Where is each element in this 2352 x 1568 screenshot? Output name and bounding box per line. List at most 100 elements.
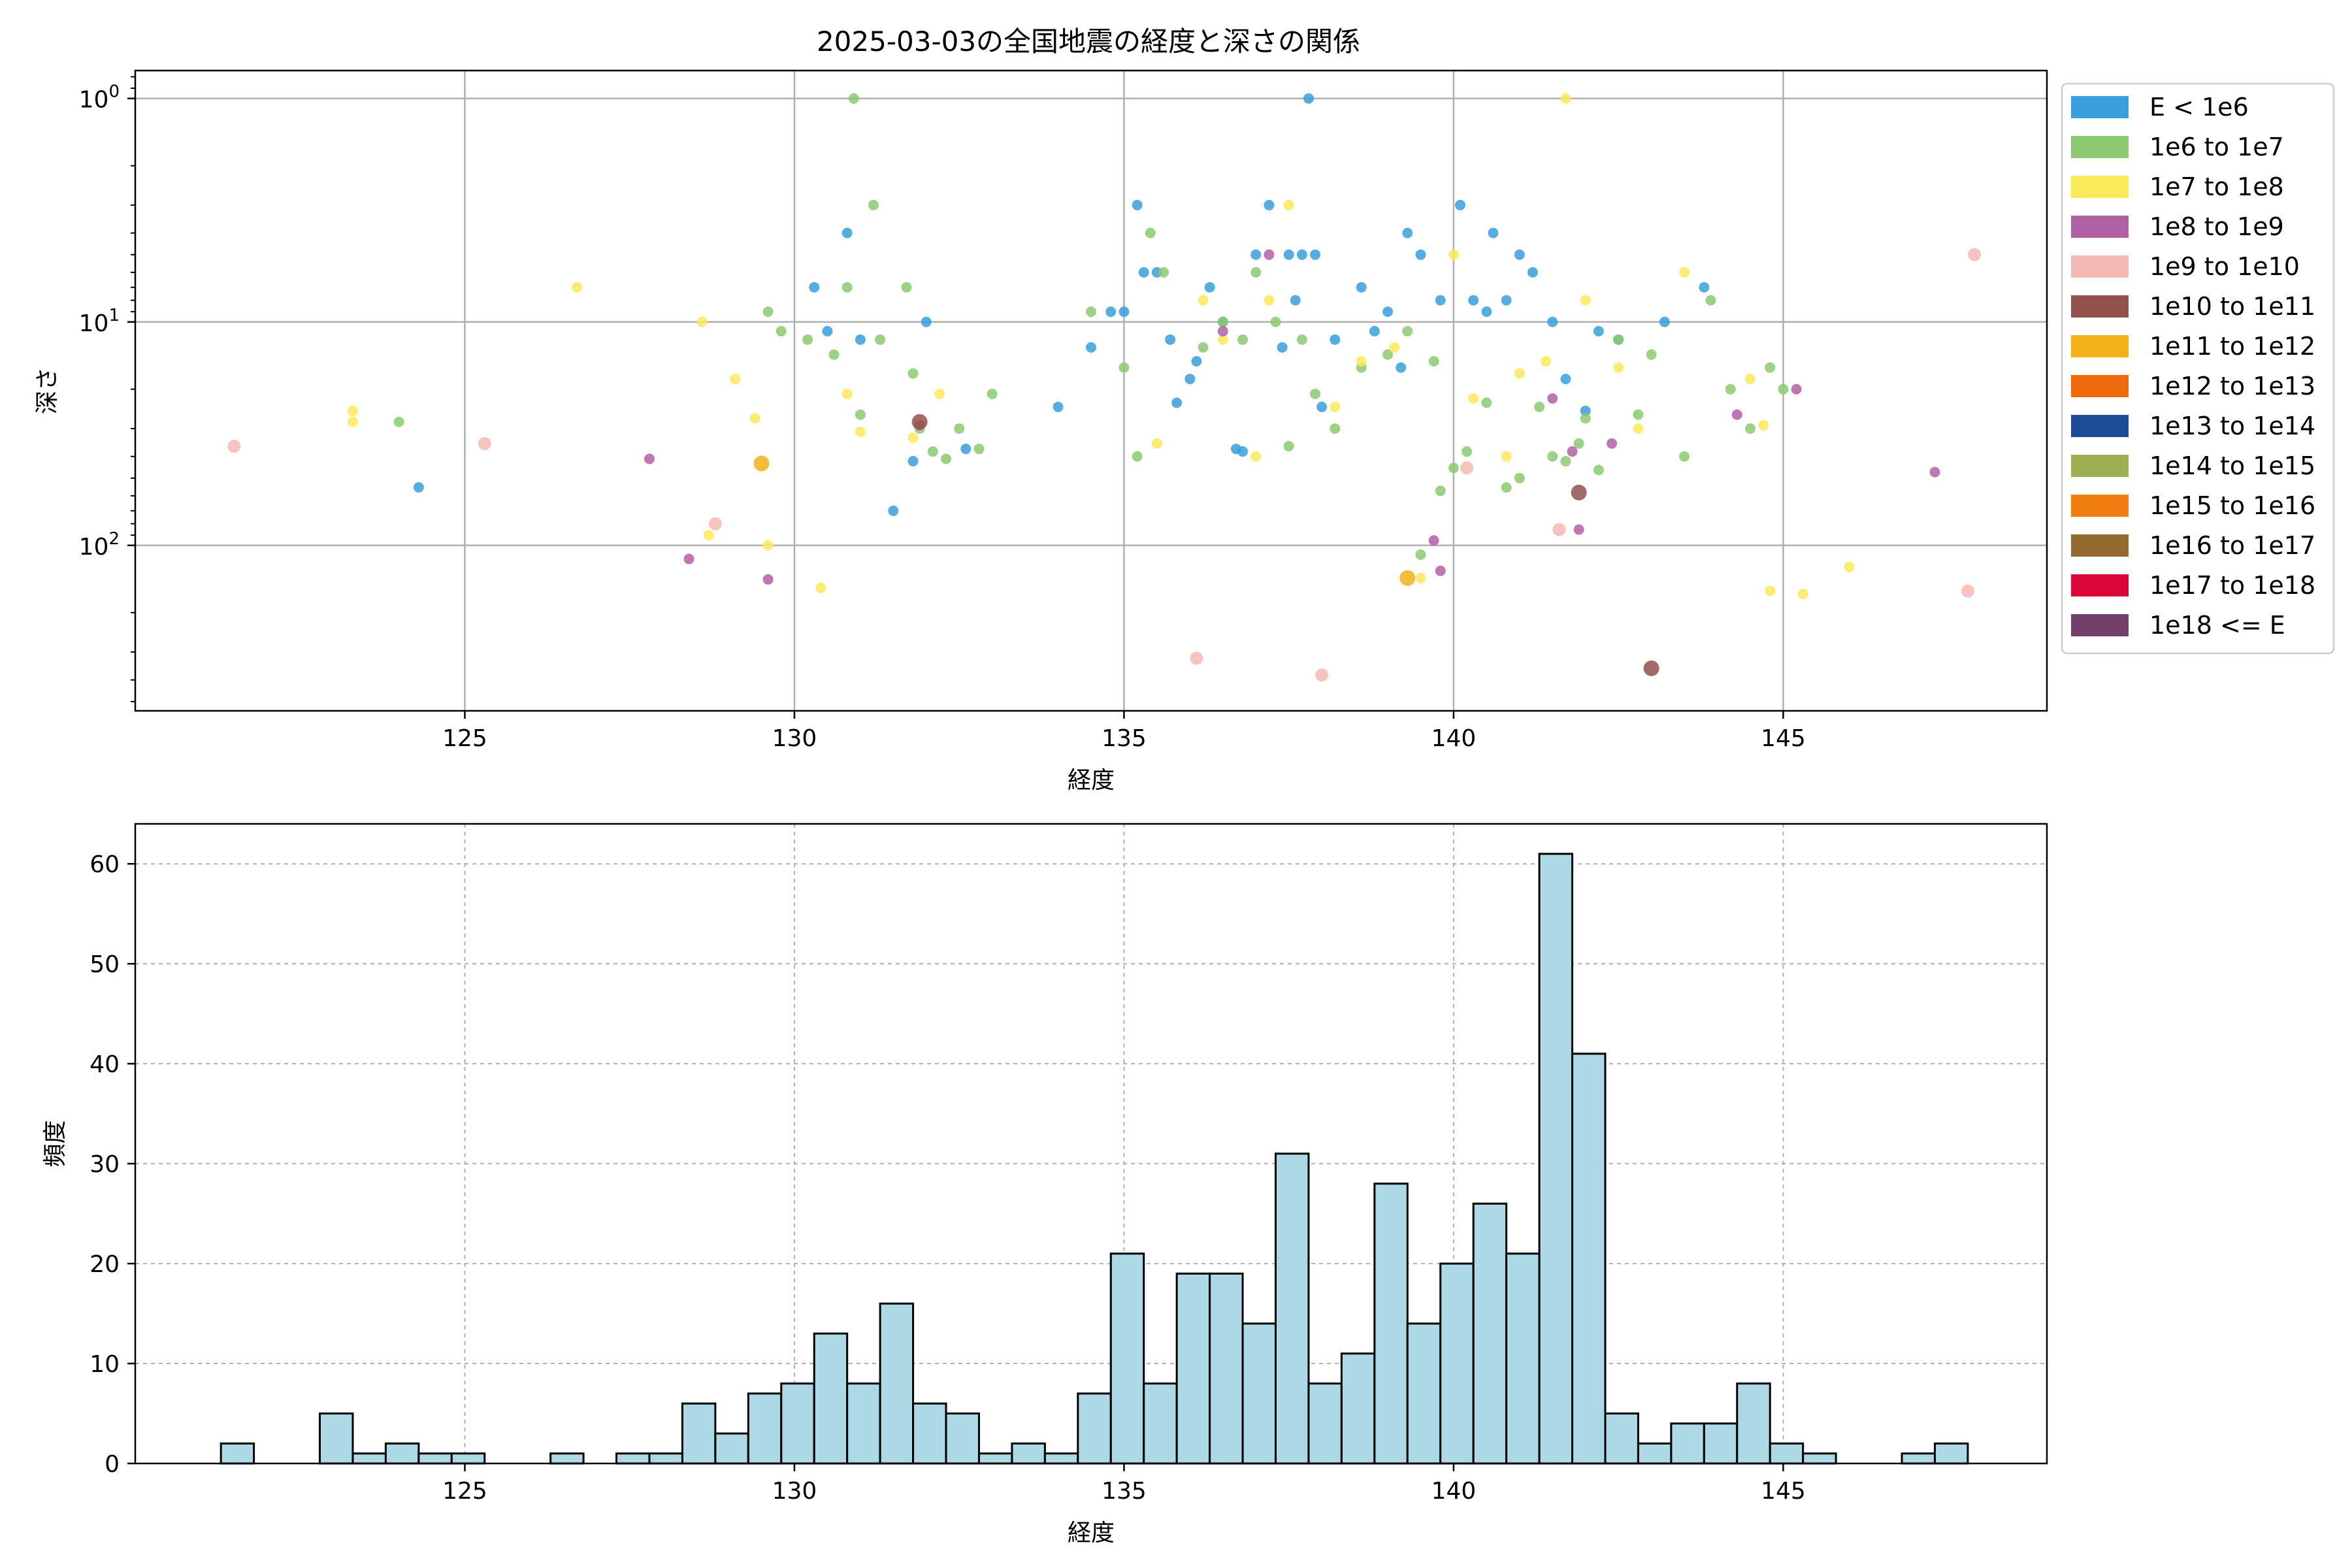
scatter-point — [776, 325, 787, 336]
scatter-point — [1296, 249, 1307, 260]
histogram-bar — [813, 1332, 849, 1465]
scatter-point — [1399, 570, 1416, 586]
scatter-point — [1961, 584, 1974, 598]
legend-label: E < 1e6 — [2149, 93, 2249, 122]
scatter-point — [1514, 368, 1525, 379]
histogram-bar — [1637, 1442, 1673, 1465]
histogram-bar — [319, 1413, 354, 1465]
scatter-point — [1435, 565, 1446, 576]
legend-label: 1e7 to 1e8 — [2149, 172, 2284, 201]
scatter-point — [1277, 342, 1288, 353]
scatter-point — [1929, 466, 1940, 478]
scatter-point — [802, 334, 813, 345]
scatter-point — [1460, 461, 1474, 475]
scatter-point — [1547, 316, 1558, 327]
scatter-point — [1643, 660, 1659, 676]
legend-label: 1e6 to 1e7 — [2149, 133, 2284, 161]
scatter-point — [1119, 306, 1130, 318]
x-tick-label: 140 — [1431, 1478, 1477, 1505]
scatter-point — [478, 436, 491, 450]
histogram-bar — [1307, 1382, 1343, 1465]
histogram-bar — [450, 1452, 486, 1465]
scatter-point — [1283, 249, 1294, 260]
scatter-point — [1593, 325, 1604, 336]
legend-label: 1e11 to 1e12 — [2149, 332, 2315, 361]
scatter-point — [1541, 355, 1552, 367]
histogram-bar — [879, 1302, 915, 1465]
scatter-point — [1237, 334, 1249, 345]
legend-label: 1e9 to 1e10 — [2149, 252, 2300, 281]
scatter-point — [1316, 401, 1328, 412]
x-tick-label: 130 — [772, 725, 817, 752]
scatter-point — [1731, 409, 1742, 420]
scatter-point — [855, 409, 866, 420]
scatter-point — [841, 227, 853, 238]
scatter-point — [1448, 463, 1459, 474]
scatter-point — [848, 93, 859, 104]
scatter-point — [1165, 334, 1176, 345]
y-tick-label: 100 — [79, 82, 120, 114]
y-tick-label: 60 — [90, 851, 120, 878]
scatter-point — [1250, 267, 1262, 278]
scatter-point — [1679, 267, 1690, 278]
histogram-bar — [1109, 1252, 1145, 1465]
y-tick-label: 102 — [79, 529, 120, 561]
scatter-point — [644, 453, 655, 465]
histogram-bar — [417, 1452, 453, 1465]
scatter-point — [809, 282, 820, 293]
scatter-point — [941, 453, 952, 465]
scatter-point — [1151, 438, 1162, 449]
y-tick-label: 0 — [105, 1451, 120, 1478]
scatter-point — [1283, 199, 1294, 210]
scatter-point — [696, 316, 708, 327]
legend-label: 1e14 to 1e15 — [2149, 451, 2315, 480]
scatter-point — [1573, 524, 1584, 535]
histogram-bar — [1472, 1202, 1508, 1465]
scatter-point — [815, 582, 826, 593]
scatter-point — [868, 199, 879, 210]
histogram-bar — [1670, 1422, 1705, 1465]
scatter-point — [954, 423, 965, 434]
legend-swatch — [2071, 176, 2129, 198]
histogram-bar — [977, 1452, 1013, 1465]
scatter-point — [1283, 441, 1294, 452]
scatter-point — [1198, 342, 1209, 353]
scatter-point — [1158, 267, 1169, 278]
scatter-point — [911, 414, 928, 430]
scatter-point — [413, 482, 424, 493]
scatter-point — [1560, 93, 1571, 104]
legend-swatch — [2071, 614, 2129, 636]
x-tick-label: 125 — [442, 725, 487, 752]
scatter-point — [1560, 455, 1571, 466]
histogram-bar — [780, 1382, 815, 1465]
scatter-point — [1633, 423, 1644, 434]
scatter-point — [1086, 342, 1096, 353]
scatter-point — [822, 325, 833, 336]
histogram-bar — [1604, 1413, 1639, 1465]
scatter-point — [1552, 523, 1566, 536]
scatter-point — [934, 388, 945, 399]
histogram-bar — [1043, 1452, 1079, 1465]
scatter-point — [730, 374, 741, 385]
scatter-point — [1086, 306, 1096, 318]
scatter-point — [1171, 397, 1183, 408]
scatter-point — [572, 282, 583, 293]
scatter-point — [762, 540, 774, 551]
scatter-point — [1132, 199, 1143, 210]
scatter-point — [1356, 355, 1367, 367]
scatter-point — [1560, 374, 1571, 385]
scatter-point — [855, 426, 866, 437]
scatter-point — [1330, 401, 1341, 412]
histogram-bar — [681, 1402, 717, 1465]
scatter-point — [1119, 362, 1130, 373]
scatter-point — [1053, 401, 1064, 412]
scatter-point — [1389, 342, 1400, 353]
histogram-bar — [1077, 1392, 1112, 1465]
scatter-point — [1296, 334, 1307, 345]
scatter-point — [1534, 401, 1545, 412]
legend-swatch — [2071, 415, 2129, 437]
histogram-bar — [945, 1413, 980, 1465]
x-axis-label: 経度 — [1068, 767, 1115, 794]
scatter-point — [1310, 249, 1321, 260]
plot-frame — [134, 823, 2048, 1465]
